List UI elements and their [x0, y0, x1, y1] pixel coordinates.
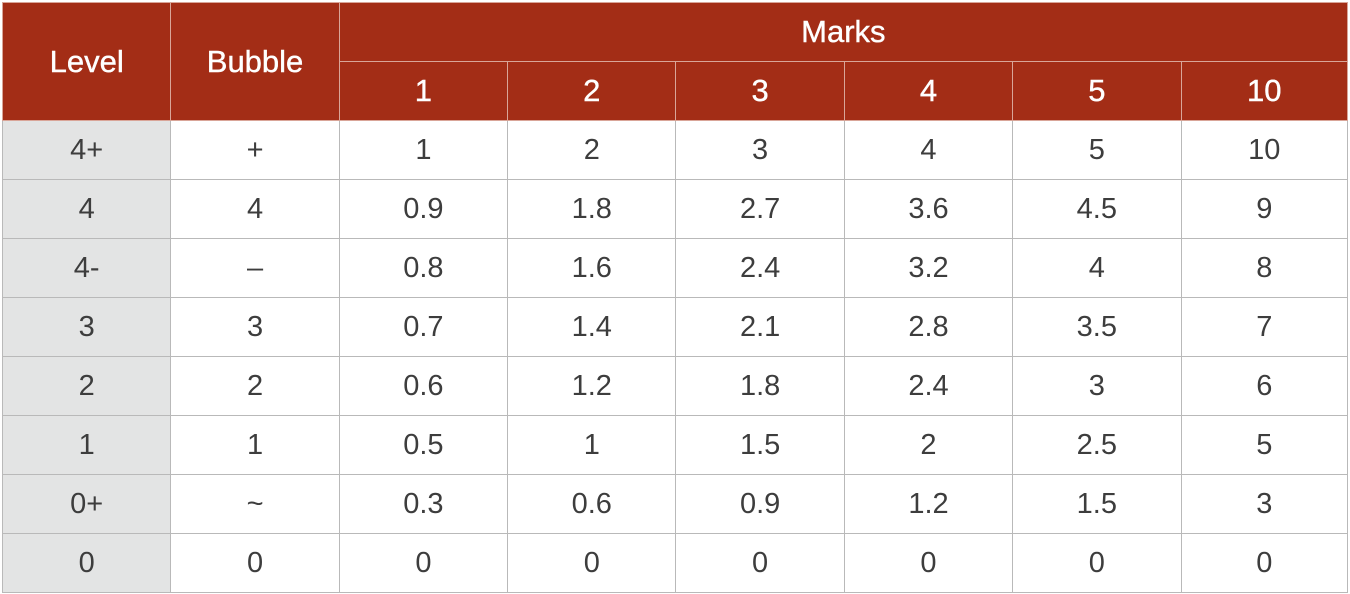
- table-row: 4+ + 1 2 3 4 5 10: [1, 120, 1349, 180]
- mark-cell: 2: [507, 120, 677, 180]
- header-mark-4: 4: [843, 61, 1014, 121]
- mark-cell: 5: [1012, 120, 1182, 180]
- mark-cell: 3: [1012, 356, 1182, 416]
- mark-cell: 10: [1180, 120, 1349, 180]
- level-cell: 4: [1, 179, 172, 239]
- header-row-marks: 1 2 3 4 5 10: [3, 61, 1349, 121]
- mark-cell: 3: [1180, 474, 1349, 534]
- mark-cell: 0.8: [338, 238, 509, 298]
- mark-cell: 9: [1180, 179, 1349, 239]
- bubble-cell: 1: [170, 415, 340, 475]
- bubble-cell: 4: [170, 179, 340, 239]
- mark-cell: 0: [1012, 533, 1182, 593]
- table-row: 4- – 0.8 1.6 2.4 3.2 4 8: [1, 238, 1349, 298]
- header-mark-2: 2: [507, 61, 677, 121]
- table-header: Level Bubble Marks 1 2 3 4 5 10: [1, 2, 1349, 121]
- level-cell: 4+: [1, 120, 172, 180]
- mark-cell: 0.9: [675, 474, 845, 534]
- mark-cell: 0: [1180, 533, 1349, 593]
- table-row: 4 4 0.9 1.8 2.7 3.6 4.5 9: [1, 179, 1349, 239]
- bubble-cell: 0: [170, 533, 340, 593]
- mark-cell: 2.1: [675, 297, 845, 357]
- header-mark-1: 1: [338, 61, 509, 121]
- table-row: 3 3 0.7 1.4 2.1 2.8 3.5 7: [1, 297, 1349, 357]
- mark-cell: 0.9: [338, 179, 509, 239]
- mark-cell: 3.2: [843, 238, 1014, 298]
- mark-cell: 0.7: [338, 297, 509, 357]
- mark-cell: 6: [1180, 356, 1349, 416]
- mark-cell: 1.5: [1012, 474, 1182, 534]
- bubble-cell: 2: [170, 356, 340, 416]
- level-cell: 0+: [1, 474, 172, 534]
- mark-cell: 0: [507, 533, 677, 593]
- mark-cell: 8: [1180, 238, 1349, 298]
- mark-cell: 1.5: [675, 415, 845, 475]
- mark-cell: 1: [338, 120, 509, 180]
- mark-cell: 2.4: [843, 356, 1014, 416]
- mark-cell: 2.8: [843, 297, 1014, 357]
- bubble-cell: 3: [170, 297, 340, 357]
- mark-cell: 3.5: [1012, 297, 1182, 357]
- mark-cell: 1.8: [675, 356, 845, 416]
- mark-cell: 1.4: [507, 297, 677, 357]
- mark-cell: 3: [675, 120, 845, 180]
- table-row: 0+ ~ 0.3 0.6 0.9 1.2 1.5 3: [1, 474, 1349, 534]
- bubble-cell: ~: [170, 474, 340, 534]
- header-row-top: Level Bubble Marks: [1, 2, 1349, 121]
- mark-cell: 0.6: [338, 356, 509, 416]
- header-mark-3: 3: [675, 61, 845, 121]
- header-level: Level: [1, 2, 172, 121]
- level-cell: 4-: [1, 238, 172, 298]
- mark-cell: 1: [507, 415, 677, 475]
- mark-cell: 4.5: [1012, 179, 1182, 239]
- mark-cell: 0.3: [338, 474, 509, 534]
- bubble-cell: +: [170, 120, 340, 180]
- mark-cell: 2.4: [675, 238, 845, 298]
- mark-cell: 0.6: [507, 474, 677, 534]
- header-mark-10: 10: [1180, 61, 1349, 121]
- header-mark-5: 5: [1012, 61, 1182, 121]
- level-cell: 0: [1, 533, 172, 593]
- mark-cell: 2: [843, 415, 1014, 475]
- mark-cell: 1.8: [507, 179, 677, 239]
- mark-cell: 1.2: [507, 356, 677, 416]
- mark-cell: 2.5: [1012, 415, 1182, 475]
- bubble-cell: –: [170, 238, 340, 298]
- table-row: 2 2 0.6 1.2 1.8 2.4 3 6: [1, 356, 1349, 416]
- mark-cell: 4: [1012, 238, 1182, 298]
- mark-cell: 0: [338, 533, 509, 593]
- mark-cell: 3.6: [843, 179, 1014, 239]
- level-cell: 3: [1, 297, 172, 357]
- level-cell: 1: [1, 415, 172, 475]
- table-row: 1 1 0.5 1 1.5 2 2.5 5: [1, 415, 1349, 475]
- mark-cell: 0.5: [338, 415, 509, 475]
- header-bubble: Bubble: [170, 2, 340, 121]
- mark-cell: 7: [1180, 297, 1349, 357]
- mark-cell: 0: [675, 533, 845, 593]
- mark-cell: 2.7: [675, 179, 845, 239]
- mark-cell: 1.2: [843, 474, 1014, 534]
- mark-cell: 0: [843, 533, 1014, 593]
- mark-cell: 4: [843, 120, 1014, 180]
- table-body: 4+ + 1 2 3 4 5 10 4 4 0.9 1.8 2.7 3.6 4.…: [1, 120, 1349, 593]
- table-row: 0 0 0 0 0 0 0 0: [1, 533, 1349, 593]
- level-cell: 2: [1, 356, 172, 416]
- header-marks: Marks: [338, 2, 1349, 62]
- mark-cell: 5: [1180, 415, 1349, 475]
- mark-cell: 1.6: [507, 238, 677, 298]
